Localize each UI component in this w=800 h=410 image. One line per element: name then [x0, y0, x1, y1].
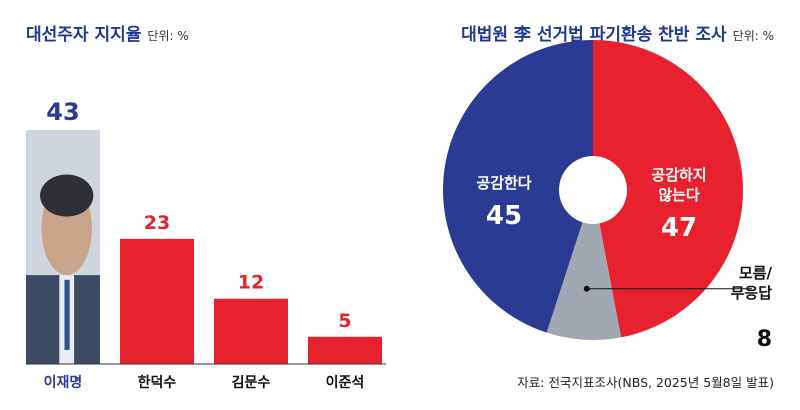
source-note: 자료: 전국지표조사(NBS, 2025년 5월8일 발표) [517, 375, 774, 390]
category-label-이준석: 이준석 [326, 374, 365, 391]
category-label-김문수: 김문수 [232, 374, 271, 391]
bar-김문수 [214, 298, 288, 364]
slice-공감한다 [443, 40, 593, 333]
bar-chart-title: 대선주자 지지율 단위: % [26, 20, 189, 45]
slice-category-text: 공감하지 [651, 166, 706, 184]
callout-category-text: 모름/ [739, 264, 773, 282]
callout-category-text: 무응답 [731, 284, 773, 302]
bar-이준석 [308, 336, 382, 364]
bar-chart-unit: 단위: % [147, 29, 189, 43]
category-label-한덕수: 한덕수 [138, 374, 177, 391]
slice-category-text: 공감한다 [476, 174, 531, 192]
slice-value-text: 47 [661, 213, 697, 243]
value-label-이준석: 5 [338, 310, 351, 332]
slice-모름/무응답 [546, 190, 622, 340]
pie-chart-title-text: 대법원 李 선거법 파기환송 찬반 조사 [461, 25, 727, 45]
pie-chart-unit: 단위: % [732, 29, 774, 43]
slice-label-공감한다: 공감한다 45 [476, 174, 531, 231]
bar-한덕수 [120, 238, 194, 364]
value-label-한덕수: 23 [144, 212, 170, 234]
slice-label-공감하지 않는다: 공감하지않는다 47 [651, 166, 706, 243]
photo-hair [40, 174, 94, 217]
value-label-이재명: 43 [46, 98, 79, 126]
slice-공감하지 않는다 [593, 40, 743, 338]
slice-category-text: 않는다 [658, 186, 700, 204]
value-label-김문수: 12 [238, 272, 264, 294]
slice-value-text: 45 [486, 201, 522, 231]
photo-tie [64, 279, 70, 350]
donut-hole [559, 156, 627, 224]
pie-chart-title: 대법원 李 선거법 파기환송 찬반 조사 단위: % [461, 20, 774, 45]
bar-chart-title-text: 대선주자 지지율 [26, 25, 142, 45]
category-label-이재명: 이재명 [44, 374, 83, 391]
callout-value-text: 8 [757, 327, 772, 352]
bar-photo-이재명 [26, 130, 100, 364]
bar-chart: 43 이재명 23 한덕수 12 김문수 5 이준석 [26, 98, 386, 391]
